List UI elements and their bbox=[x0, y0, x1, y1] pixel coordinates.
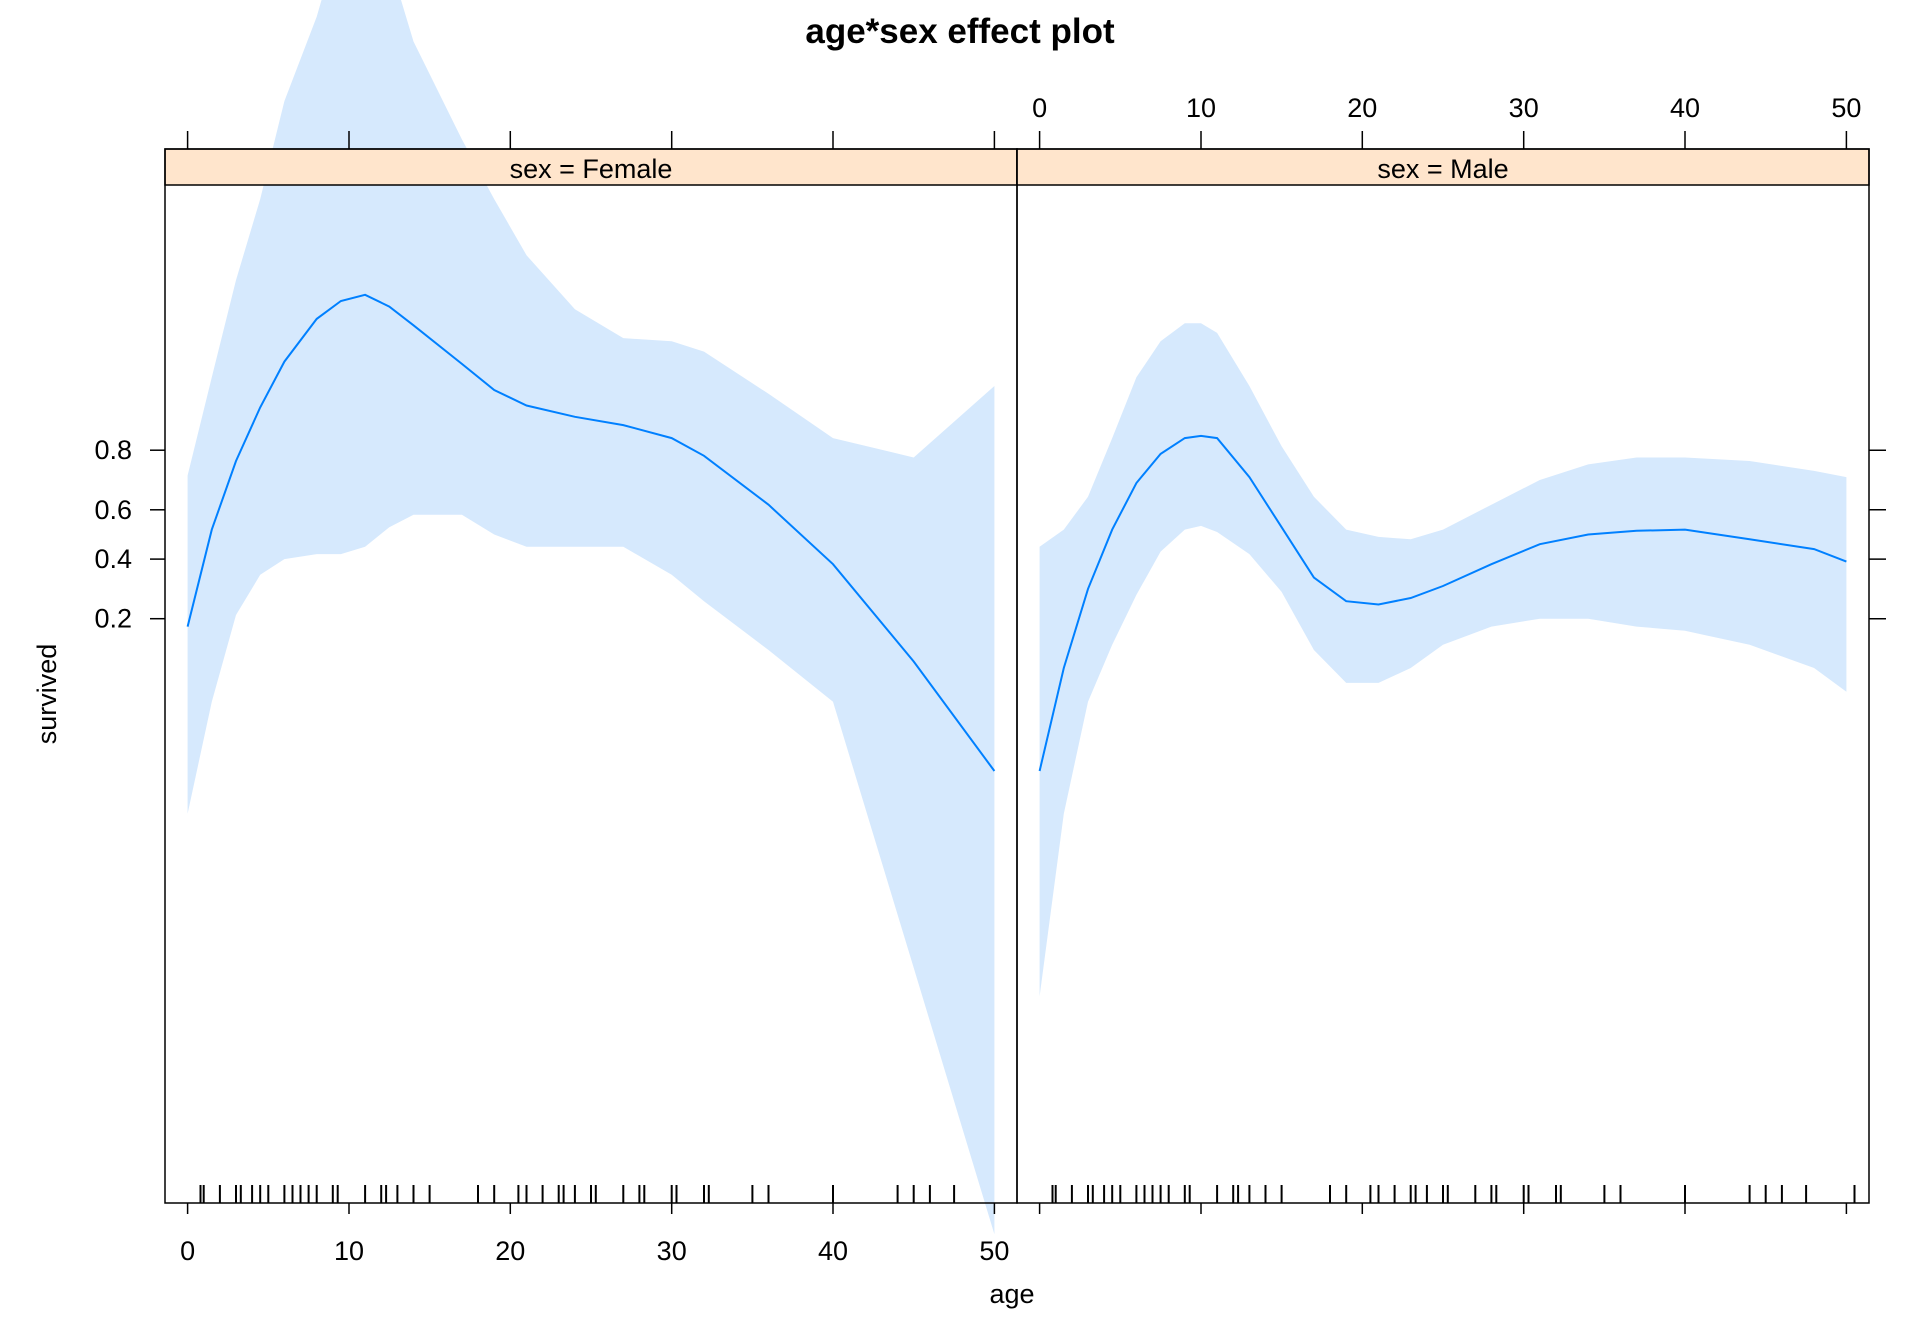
x-tick-label: 0 bbox=[180, 1236, 195, 1266]
x-tick-label: 20 bbox=[1347, 93, 1377, 123]
y-tick-label: 0.8 bbox=[94, 435, 132, 465]
x-tick-label: 30 bbox=[1509, 93, 1539, 123]
x-tick-label: 0 bbox=[1032, 93, 1047, 123]
x-tick-label: 50 bbox=[1831, 93, 1861, 123]
y-tick-label: 0.6 bbox=[94, 495, 132, 525]
y-tick-label: 0.2 bbox=[94, 604, 132, 634]
y-axis: 0.2 0.4 0.6 0.8 bbox=[94, 435, 1886, 634]
y-axis-label: survived bbox=[32, 644, 62, 745]
x-tick-label: 10 bbox=[1186, 93, 1216, 123]
confidence-band bbox=[187, 0, 995, 1235]
strip-label: sex = Male bbox=[1377, 154, 1508, 184]
x-tick-label: 50 bbox=[979, 1236, 1009, 1266]
strip-box bbox=[1016, 148, 1870, 186]
panels-layer: sex = Female 0 10 20 30 40 50 sex = Male 0 10 20 30… bbox=[164, 0, 1870, 1266]
strip-label: sex = Female bbox=[510, 154, 673, 184]
x-tick-label: 40 bbox=[1670, 93, 1700, 123]
panel-1: sex = Female 0 10 20 30 40 50 bbox=[164, 0, 1018, 1266]
x-tick-label: 10 bbox=[334, 1236, 364, 1266]
fit-line bbox=[186, 293, 996, 772]
confidence-band bbox=[1039, 323, 1847, 997]
y-tick-label: 0.4 bbox=[94, 544, 132, 574]
x-tick-label: 20 bbox=[495, 1236, 525, 1266]
chart-title: age*sex effect plot bbox=[805, 12, 1115, 51]
panel-2: sex = Male 0 10 20 30 40 50 bbox=[1016, 93, 1870, 1214]
fit-line bbox=[1038, 434, 1847, 772]
panel-border bbox=[1016, 148, 1870, 1204]
x-axis-label: age bbox=[989, 1279, 1034, 1309]
x-tick-label: 40 bbox=[818, 1236, 848, 1266]
x-tick-label: 30 bbox=[657, 1236, 687, 1266]
